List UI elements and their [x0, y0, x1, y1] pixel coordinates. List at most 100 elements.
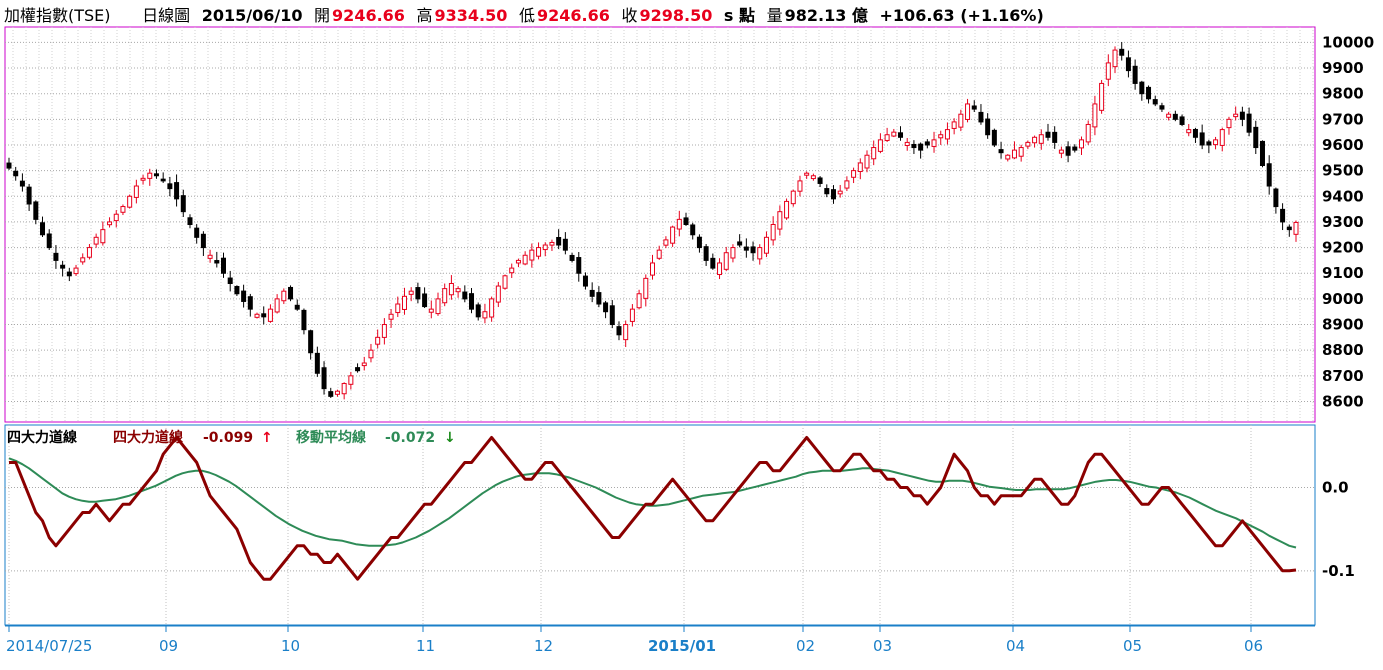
candle-body — [100, 229, 106, 244]
candle-body — [482, 311, 488, 319]
open-value: 9246.66 — [332, 6, 405, 25]
date-tick-label: 02 — [796, 637, 815, 655]
candle-body — [60, 264, 66, 269]
index-name: 加權指數(TSE) — [4, 6, 111, 25]
candle-body — [66, 271, 72, 277]
price-tick-label: 9400 — [1322, 187, 1364, 205]
candle-body — [670, 226, 676, 244]
indicator-tick-label: -0.1 — [1322, 562, 1355, 580]
candle-body — [871, 147, 877, 160]
candle-body — [1152, 99, 1158, 105]
price-tick-label: 8800 — [1322, 341, 1364, 359]
candle-body — [368, 349, 374, 359]
price-panel-frame — [4, 26, 1316, 423]
candle-body — [13, 170, 19, 177]
candle-body — [650, 262, 655, 276]
candle-body — [884, 134, 890, 141]
candle-body — [395, 303, 401, 314]
candle-body — [475, 304, 481, 318]
candle-body — [730, 247, 736, 259]
candle-body — [1172, 113, 1178, 120]
candle-body — [381, 324, 387, 338]
candle-body — [1246, 113, 1252, 133]
candle-body — [140, 177, 146, 181]
candle-body — [46, 233, 52, 249]
candle-body — [1186, 129, 1192, 134]
candle-body — [1159, 105, 1165, 110]
candle-body — [355, 367, 361, 372]
candle-body — [1179, 116, 1185, 125]
candle-body — [321, 367, 327, 390]
candle-body — [348, 375, 354, 385]
candle-body — [133, 185, 139, 198]
axis-labels: 8600 8700 8800 8900 9000 9100 9200 9300 9400 9500… — [6, 33, 1374, 655]
candle-body — [676, 218, 682, 230]
candle-body — [924, 141, 930, 146]
candle-body — [113, 213, 119, 222]
candle-body — [703, 246, 709, 261]
low-value: 9246.66 — [536, 6, 610, 25]
candle-body — [1259, 140, 1265, 167]
date-tick-label: 06 — [1244, 637, 1263, 655]
quote-date: 2015/06/10 — [201, 6, 303, 25]
candle-body — [911, 143, 917, 149]
candle-body — [314, 352, 320, 374]
candle-body — [542, 244, 548, 251]
date-tick-label: 11 — [416, 637, 435, 655]
candle-body — [556, 236, 562, 246]
quote-header: 加權指數(TSE) 日線圖 2015/06/10 開 9246.66 高 9334.… — [4, 2, 1050, 25]
candle-body — [1253, 126, 1259, 149]
candle-body — [301, 309, 307, 331]
candle-body — [1105, 62, 1111, 80]
candle-body — [127, 195, 133, 208]
force-series-line — [9, 436, 1297, 581]
candle-body — [153, 173, 159, 177]
candle-body — [274, 298, 280, 313]
candle-body — [19, 180, 25, 187]
date-tick-label: 2015/01 — [648, 637, 716, 655]
candle-body — [200, 233, 206, 249]
candle-body — [261, 313, 267, 318]
candle-body — [918, 143, 924, 151]
candle-body — [80, 257, 86, 263]
candle-body — [603, 302, 609, 313]
candle-body — [1166, 113, 1172, 118]
candle-body — [234, 286, 240, 295]
indicator-legend: 四大力道線 四大力道線 -0.099 ↑ 移動平均線 -0.072 ↓ — [7, 429, 456, 446]
candle-body — [757, 247, 763, 260]
indicator-panel-frame — [4, 424, 1316, 626]
price-tick-label: 8700 — [1322, 367, 1364, 385]
candle-body — [1058, 149, 1064, 154]
candle-body — [455, 288, 461, 293]
grid — [5, 27, 1315, 632]
candle-body — [857, 162, 863, 173]
ma-series-line — [8, 457, 1297, 549]
candle-body — [334, 390, 340, 395]
candle-body — [985, 118, 991, 136]
candle-body — [931, 139, 937, 147]
close-value: 9298.50 — [639, 6, 713, 25]
candle-body — [221, 257, 226, 274]
candle-body — [837, 190, 843, 195]
candle-body — [1018, 147, 1024, 157]
candle-body — [341, 383, 347, 395]
candle-body — [589, 289, 595, 297]
candle-body — [656, 249, 662, 259]
candle-body — [375, 336, 381, 345]
price-tick-label: 9600 — [1322, 136, 1364, 154]
price-tick-label: 9300 — [1322, 213, 1364, 231]
candle-body — [1011, 149, 1017, 159]
candle-body — [93, 236, 99, 245]
candle-body — [495, 285, 501, 303]
candle-body — [1045, 131, 1051, 138]
candle-body — [636, 293, 642, 309]
candle-body — [1038, 134, 1044, 144]
candle-body — [743, 246, 749, 251]
candle-body — [515, 259, 521, 264]
candle-body — [1132, 65, 1138, 84]
up-arrow-icon: ↑ — [261, 430, 273, 446]
price-tick-label: 8900 — [1322, 316, 1364, 334]
candle-body — [1280, 208, 1286, 223]
candle-body — [281, 290, 287, 302]
candle-body — [1005, 154, 1011, 160]
